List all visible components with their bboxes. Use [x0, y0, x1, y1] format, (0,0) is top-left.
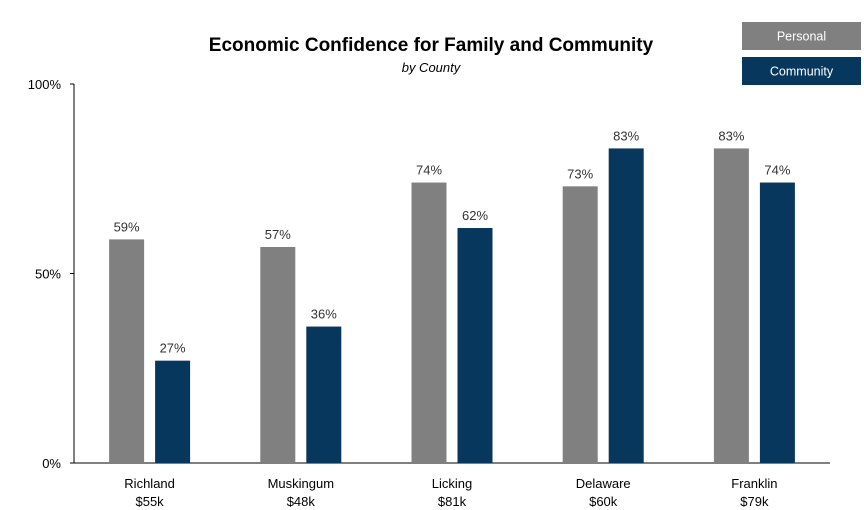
category-label: Licking	[432, 476, 472, 491]
data-label: 83%	[613, 128, 639, 143]
category-sublabel: $81k	[438, 494, 467, 509]
bar-community-muskingum	[306, 326, 342, 463]
data-label: 62%	[462, 208, 488, 223]
data-labels: 59% 27% 57% 36% 74% 62% 73% 83% 83% 74%	[114, 128, 791, 355]
data-label: 74%	[416, 163, 442, 178]
bar-personal-richland	[109, 239, 145, 463]
bar-community-licking	[457, 228, 493, 463]
bars	[109, 148, 795, 464]
bar-community-richland	[155, 360, 191, 463]
legend-label: Personal	[777, 30, 826, 44]
category-label: Franklin	[731, 476, 777, 491]
category-label: Richland	[124, 476, 175, 491]
bar-personal-franklin	[713, 148, 749, 463]
category-sublabel: $48k	[287, 494, 316, 509]
chart-subtitle: by County	[402, 60, 462, 75]
y-tick-label: 100%	[28, 77, 62, 92]
category-label: Delaware	[576, 476, 631, 491]
data-label: 27%	[160, 341, 186, 356]
category-sublabel: $60k	[589, 494, 618, 509]
legend: Personal Community	[742, 22, 861, 85]
axes: 0% 50% 100%	[28, 77, 830, 471]
data-label: 36%	[311, 307, 337, 322]
data-label: 57%	[265, 227, 291, 242]
data-label: 74%	[764, 163, 790, 178]
y-tick-label: 0%	[42, 456, 61, 471]
category-sublabel: $79k	[740, 494, 769, 509]
legend-label: Community	[770, 65, 834, 79]
bar-community-franklin	[759, 182, 795, 464]
category-labels: Richland $55k Muskingum $48k Licking $81k Dela…	[124, 476, 777, 509]
bar-personal-licking	[411, 182, 447, 464]
category-sublabel: $55k	[135, 494, 164, 509]
y-tick-label: 50%	[35, 267, 61, 282]
bar-community-delaware	[608, 148, 644, 463]
data-label: 73%	[567, 166, 593, 181]
data-label: 59%	[114, 219, 140, 234]
legend-swatch-community	[742, 57, 861, 85]
bar-personal-muskingum	[260, 246, 296, 463]
legend-swatch-personal	[742, 22, 861, 50]
category-label: Muskingum	[268, 476, 334, 491]
bar-personal-delaware	[562, 186, 598, 463]
chart-title: Economic Confidence for Family and Commu…	[209, 35, 654, 56]
data-label: 83%	[718, 128, 744, 143]
